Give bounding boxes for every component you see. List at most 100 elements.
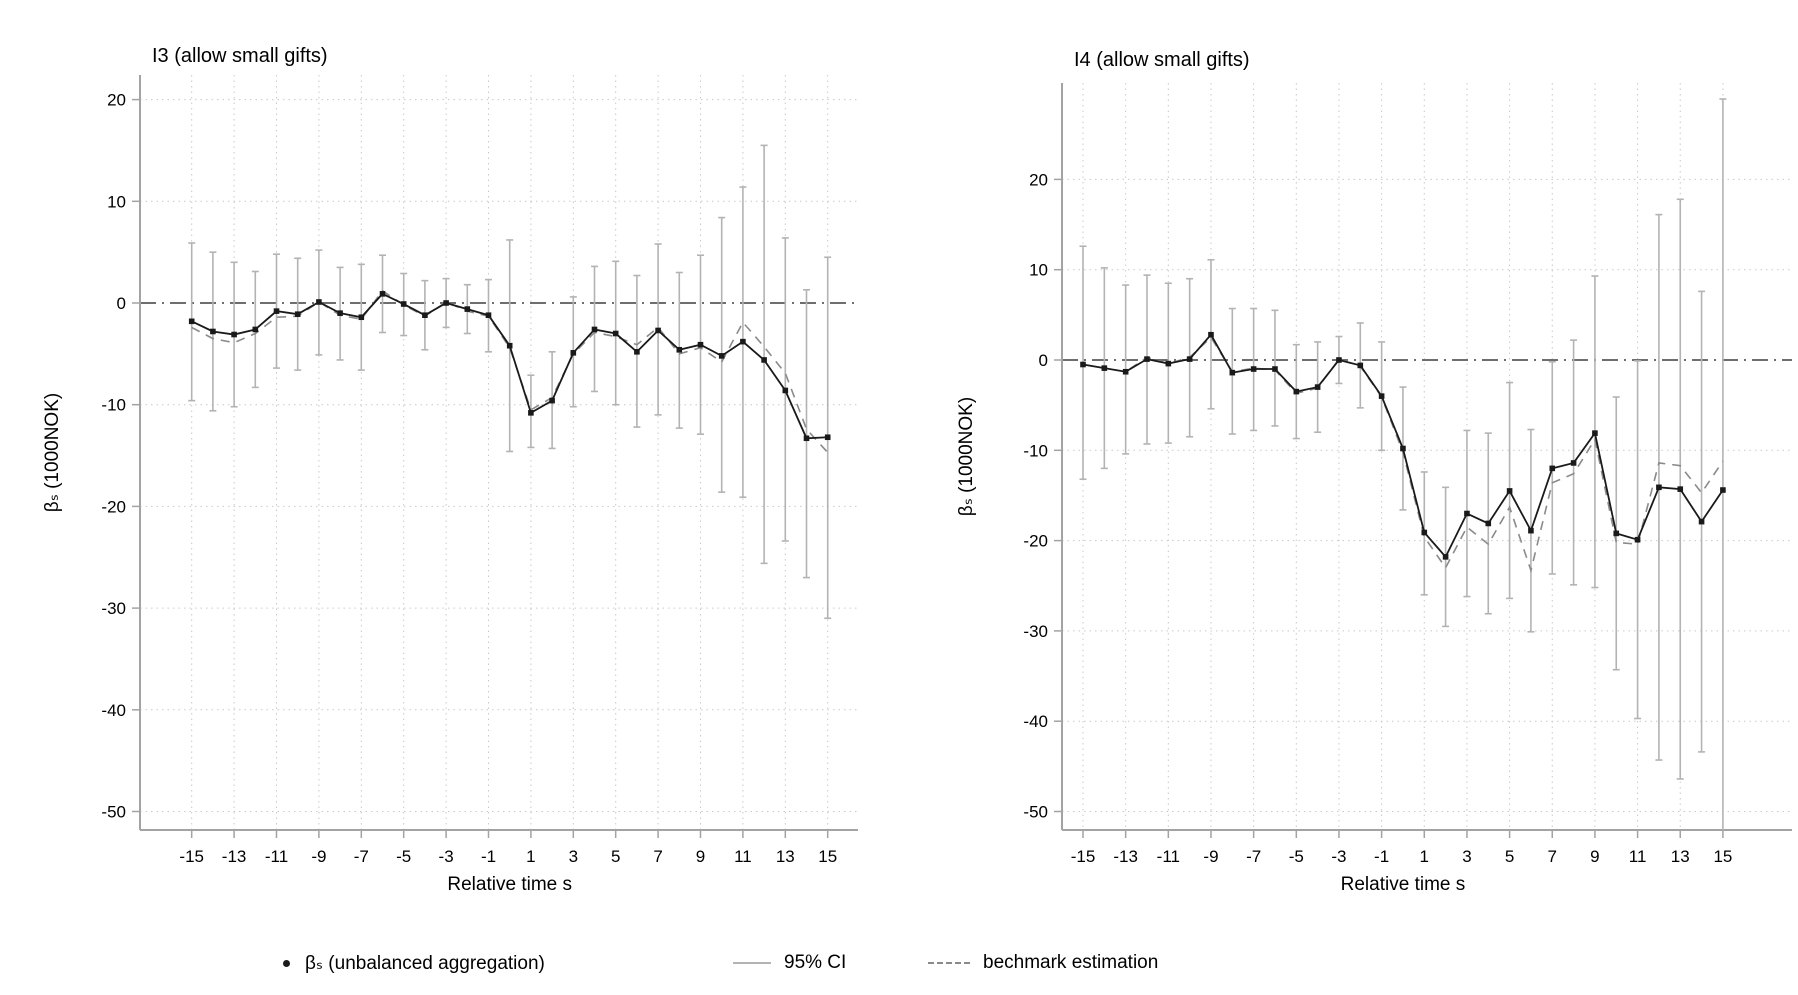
data-point-marker xyxy=(1122,368,1129,375)
data-point-marker xyxy=(1656,484,1662,491)
data-point-marker xyxy=(1698,518,1705,525)
x-tick-label: -7 xyxy=(354,847,369,866)
data-point-marker xyxy=(485,312,492,319)
x-tick-label: -15 xyxy=(1071,847,1096,866)
y-tick-label: -10 xyxy=(101,396,126,415)
data-point-marker xyxy=(803,435,810,442)
ci-line-icon xyxy=(733,962,771,964)
data-point-marker xyxy=(294,311,301,317)
data-point-marker xyxy=(273,308,280,314)
y-tick-label: 20 xyxy=(107,91,126,110)
data-point-marker xyxy=(506,342,513,349)
x-tick-label: -1 xyxy=(481,847,496,866)
x-tick-label: 5 xyxy=(611,847,620,866)
data-point-marker xyxy=(528,410,534,416)
data-point-marker xyxy=(1378,393,1385,399)
data-point-marker xyxy=(740,338,746,345)
data-point-marker xyxy=(1250,366,1257,372)
data-point-marker xyxy=(188,318,195,325)
data-point-marker xyxy=(1570,460,1577,466)
data-point-marker xyxy=(379,291,386,297)
y-tick-label: -40 xyxy=(101,701,126,720)
dashed-line-icon xyxy=(928,962,970,964)
y-tick-label: -30 xyxy=(101,599,126,618)
data-point-marker xyxy=(1229,369,1236,376)
data-point-marker xyxy=(422,312,428,319)
y-tick-label: -40 xyxy=(1023,712,1048,731)
x-tick-label: -3 xyxy=(439,847,454,866)
benchmark-line xyxy=(1082,336,1724,574)
legend-item-beta: βₛ (unbalanced aggregation) xyxy=(283,948,545,978)
data-point-marker xyxy=(1293,388,1300,395)
data-point-marker xyxy=(591,326,598,333)
x-tick-label: 3 xyxy=(569,847,578,866)
x-tick-label: -5 xyxy=(396,847,411,866)
x-tick-label: -9 xyxy=(311,847,326,866)
legend-label-ci: 95% CI xyxy=(784,952,847,973)
y-axis-title: βₛ (1000NOK) xyxy=(956,397,977,516)
legend-label-benchmark: bechmark estimation xyxy=(983,952,1159,973)
y-tick-label: 10 xyxy=(107,192,126,211)
data-point-marker xyxy=(1485,520,1492,527)
data-point-marker xyxy=(1528,527,1534,534)
data-point-marker xyxy=(634,349,640,355)
x-tick-label: 15 xyxy=(818,847,837,866)
x-tick-label: 11 xyxy=(1629,847,1647,866)
x-tick-label: 3 xyxy=(1462,847,1471,866)
data-point-marker xyxy=(676,346,683,353)
panel-title: I3 (allow small gifts) xyxy=(152,45,328,67)
x-tick-label: 7 xyxy=(653,847,662,866)
y-tick-label: -20 xyxy=(1023,532,1048,551)
data-point-marker xyxy=(1080,361,1086,368)
data-point-marker xyxy=(210,328,216,335)
data-point-marker xyxy=(1442,554,1449,560)
data-point-marker xyxy=(1165,360,1172,367)
data-point-marker xyxy=(1186,356,1193,362)
data-point-marker xyxy=(1357,362,1364,369)
data-point-marker xyxy=(782,387,789,394)
data-point-marker xyxy=(697,341,704,348)
data-point-marker xyxy=(1208,331,1214,338)
data-point-marker xyxy=(1677,486,1684,492)
x-tick-label: 11 xyxy=(734,847,752,866)
legend-item-benchmark: bechmark estimation xyxy=(928,948,1158,978)
y-tick-label: -50 xyxy=(101,803,126,822)
x-tick-label: -13 xyxy=(222,847,247,866)
x-tick-label: 9 xyxy=(696,847,705,866)
y-tick-label: -50 xyxy=(1023,803,1048,822)
x-tick-label: 9 xyxy=(1590,847,1599,866)
data-point-marker xyxy=(1314,384,1321,390)
y-tick-label: 0 xyxy=(117,294,126,313)
x-tick-label: 5 xyxy=(1505,847,1514,866)
x-tick-label: 13 xyxy=(776,847,795,866)
legend-label-beta: βₛ (unbalanced aggregation) xyxy=(305,952,545,974)
data-point-marker xyxy=(1400,445,1406,452)
data-point-marker xyxy=(1144,356,1150,362)
data-point-marker xyxy=(1272,366,1278,372)
x-tick-label: -7 xyxy=(1246,847,1261,866)
x-axis-title: Relative time s xyxy=(1341,874,1466,895)
data-point-marker xyxy=(612,330,619,337)
data-point-marker xyxy=(549,397,555,404)
data-point-marker xyxy=(718,353,725,359)
data-point-marker xyxy=(358,314,365,321)
data-point-marker xyxy=(337,310,343,316)
x-tick-label: -3 xyxy=(1331,847,1346,866)
x-tick-label: 15 xyxy=(1713,847,1732,866)
data-point-marker xyxy=(1720,487,1726,493)
x-tick-label: -1 xyxy=(1374,847,1389,866)
x-tick-label: -5 xyxy=(1289,847,1304,866)
panel-title: I4 (allow small gifts) xyxy=(1074,49,1250,71)
data-point-marker xyxy=(443,300,449,306)
data-point-marker xyxy=(570,350,577,356)
y-axis-title: βₛ (1000NOK) xyxy=(42,393,63,512)
data-point-marker xyxy=(400,301,407,307)
x-tick-label: 1 xyxy=(1420,847,1429,866)
data-point-marker xyxy=(1549,465,1556,472)
data-point-marker xyxy=(1421,529,1428,536)
data-point-marker xyxy=(1336,357,1342,363)
data-point-marker xyxy=(1506,488,1513,494)
x-axis-title: Relative time s xyxy=(447,874,572,895)
